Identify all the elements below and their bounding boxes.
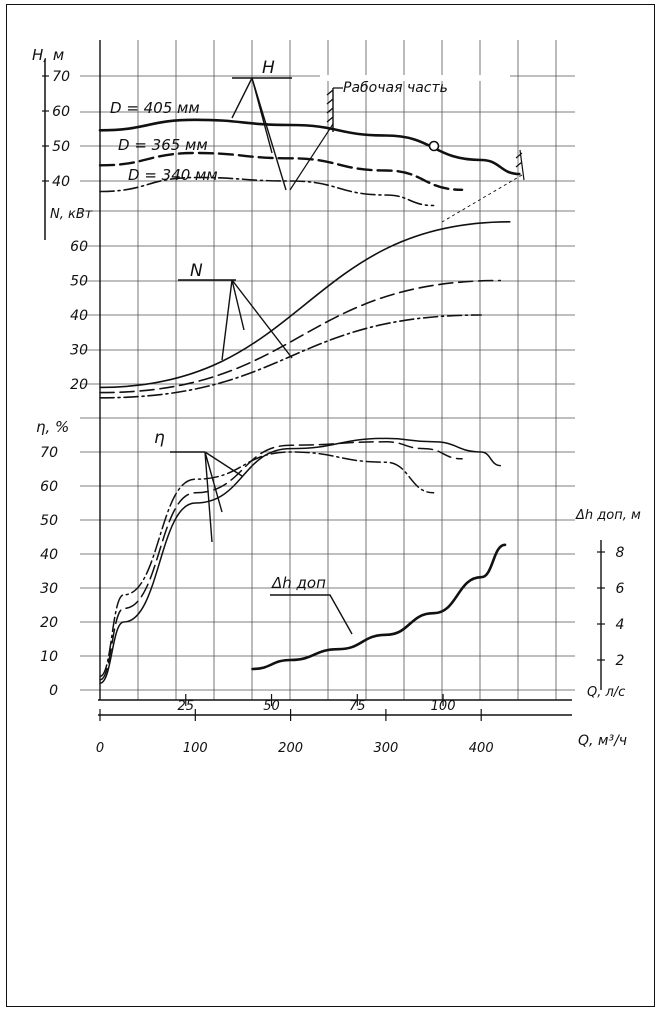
power-curve-1 <box>99 279 502 394</box>
head-marker-label: H <box>262 58 275 78</box>
power-leaders <box>178 279 293 361</box>
power-ytick-1: 30 <box>70 343 88 359</box>
eff-ylabel: η, % <box>36 418 69 436</box>
power-curve-0 <box>99 221 511 389</box>
efficiency-curve-0 <box>99 437 502 684</box>
head-ytick-1: 50 <box>52 139 70 155</box>
eff-ytick-1: 10 <box>40 649 58 665</box>
efficiency-curve-2 <box>99 451 435 678</box>
npsh-ytick-3: 8 <box>616 545 625 561</box>
x-m3h-tick-3: 300 <box>373 741 398 756</box>
npsh-ytick-2: 6 <box>616 581 625 597</box>
x-m3h-tick-4: 400 <box>469 741 494 756</box>
npsh-ytick-1: 4 <box>616 617 625 633</box>
head-leaders <box>231 77 292 191</box>
npsh-marker-label: Δh доп <box>271 574 326 592</box>
power-marker-label: N <box>190 261 203 281</box>
working-range-label: Рабочая часть <box>343 80 448 96</box>
operating-point <box>428 140 440 152</box>
working-left-hatch <box>326 88 334 132</box>
eff-ytick-5: 50 <box>40 513 58 529</box>
working-left-leader <box>289 87 343 191</box>
chart-axes <box>42 40 605 721</box>
x-m3h-tick-2: 200 <box>278 741 303 756</box>
eff-ytick-7: 70 <box>40 445 58 461</box>
npsh-curve-0 <box>251 543 507 671</box>
head-ylabel: Н, м <box>32 46 64 64</box>
npsh-ytick-0: 2 <box>616 653 625 669</box>
chart-curves <box>98 118 521 684</box>
x-ls-tick-2: 75 <box>349 699 366 714</box>
eff-ytick-4: 40 <box>40 547 58 563</box>
eff-ytick-3: 30 <box>40 581 58 597</box>
power-ytick-0: 20 <box>70 377 88 393</box>
npsh-ylabel: Δh доп, м <box>575 508 641 523</box>
head-series-label-0: D = 405 мм <box>110 99 200 117</box>
power-ytick-3: 50 <box>70 274 88 290</box>
head-ytick-2: 60 <box>52 104 70 120</box>
x-ls-axis-label: Q, л/с <box>587 685 625 700</box>
page-frame <box>6 4 655 1007</box>
power-ytick-4: 60 <box>70 239 88 255</box>
eff-ytick-2: 20 <box>40 615 58 631</box>
head-ytick-0: 40 <box>52 174 70 190</box>
head-curve-0 <box>98 118 521 176</box>
x-ls-tick-0: 25 <box>177 699 194 714</box>
npsh-leader <box>270 594 353 635</box>
x-ls-tick-1: 50 <box>263 699 280 714</box>
x-m3h-tick-0: 0 <box>96 741 104 756</box>
power-ytick-2: 40 <box>70 308 88 324</box>
x-ls-tick-3: 100 <box>431 699 456 714</box>
eff-ytick-6: 60 <box>40 479 58 495</box>
eff-leaders <box>170 451 243 543</box>
head-ytick-3: 70 <box>52 69 70 85</box>
head-series-label-1: D = 365 мм <box>118 136 208 154</box>
working-right-leader <box>441 174 523 223</box>
working-right-hatch <box>515 149 525 181</box>
x-m3h-tick-1: 100 <box>183 741 208 756</box>
eff-marker-label: η <box>154 428 165 448</box>
x-m3h-axis-label: Q, м³/ч <box>578 733 627 749</box>
power-ylabel: N, кВт <box>50 207 93 222</box>
chart-grid <box>80 40 575 700</box>
eff-ytick-0: 0 <box>49 683 58 699</box>
head-curve-2 <box>99 176 435 207</box>
head-curve-1 <box>98 151 464 191</box>
efficiency-curve-1 <box>99 441 463 681</box>
head-series-label-2: D = 340 мм <box>128 166 218 184</box>
